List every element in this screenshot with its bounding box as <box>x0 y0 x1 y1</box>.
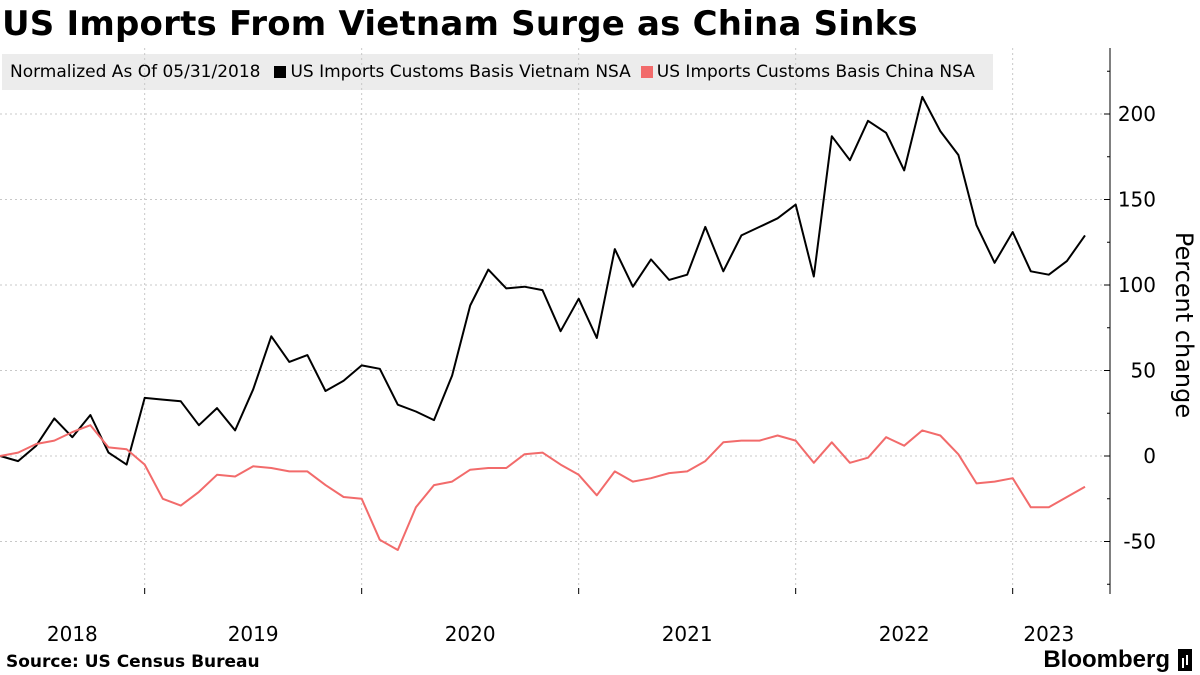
legend-label-vietnam: US Imports Customs Basis Vietnam NSA <box>290 62 631 82</box>
x-tick-label: 2021 <box>662 622 713 646</box>
y-tick-label: 200 <box>1118 102 1156 126</box>
y-tick-label: 150 <box>1118 188 1156 212</box>
x-tick-label: 2018 <box>47 622 98 646</box>
legend-item-vietnam: US Imports Customs Basis Vietnam NSA <box>274 62 631 82</box>
bloomberg-terminal-icon <box>1178 649 1192 671</box>
x-tick-label: 2019 <box>228 622 279 646</box>
legend-label-china: US Imports Customs Basis China NSA <box>656 62 975 82</box>
x-tick-label: 2020 <box>445 622 496 646</box>
chart-title: US Imports From Vietnam Surge as China S… <box>2 4 918 44</box>
legend-item-china: US Imports Customs Basis China NSA <box>640 62 975 82</box>
legend: Normalized As Of 05/31/2018 US Imports C… <box>2 54 993 90</box>
legend-normalized-note: Normalized As Of 05/31/2018 <box>10 62 261 82</box>
legend-swatch-vietnam <box>274 66 287 78</box>
series-line-vietnam <box>0 95 1086 466</box>
y-axis-label: Percent change <box>1170 232 1198 418</box>
y-tick-label: 50 <box>1131 359 1156 383</box>
series-line-china <box>0 424 1086 551</box>
source-note: Source: US Census Bureau <box>6 652 260 672</box>
x-tick-label: 2023 <box>1023 622 1074 646</box>
brand-logo: Bloomberg <box>1043 646 1192 674</box>
legend-swatch-china <box>640 66 653 78</box>
x-tick-label: 2022 <box>879 622 930 646</box>
y-tick-label: 0 <box>1143 444 1156 468</box>
brand-name: Bloomberg <box>1043 646 1170 673</box>
y-tick-label: 100 <box>1118 273 1156 297</box>
y-tick-label: -50 <box>1123 530 1156 554</box>
